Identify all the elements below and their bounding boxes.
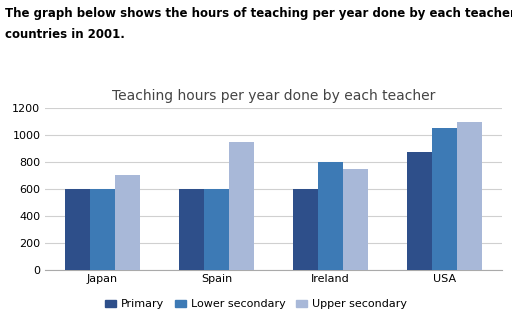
Bar [343, 169, 368, 269]
Bar [229, 142, 254, 269]
Text: The graph below shows the hours of teaching per year done by each teacher in fou: The graph below shows the hours of teach… [5, 7, 512, 41]
Bar [432, 128, 457, 269]
Bar [293, 189, 318, 269]
Legend: Primary, Lower secondary, Upper secondary: Primary, Lower secondary, Upper secondar… [101, 295, 411, 314]
Bar [318, 162, 343, 269]
Bar [65, 189, 90, 269]
Bar [457, 122, 482, 269]
Title: Teaching hours per year done by each teacher: Teaching hours per year done by each tea… [112, 89, 435, 103]
Bar [90, 189, 115, 269]
Bar [115, 176, 140, 269]
Bar [407, 152, 432, 269]
Bar [179, 189, 204, 269]
Bar [204, 189, 229, 269]
